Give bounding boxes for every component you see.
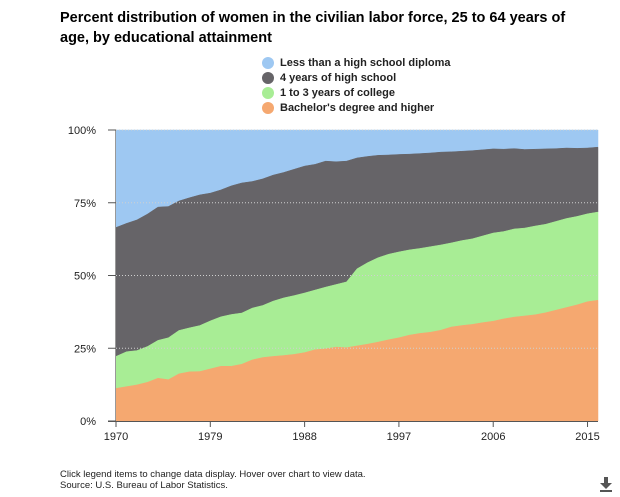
legend-item-less-than-high-school[interactable]: Less than a high school diploma [262,55,451,70]
x-tick-label-1988: 1988 [292,431,316,443]
legend-label-some-college: 1 to 3 years of college [280,86,395,99]
legend-label-less-than-high-school: Less than a high school diploma [280,56,451,69]
download-arrow-icon[interactable] [598,476,614,492]
x-tick-label-1979: 1979 [198,431,222,443]
y-tick-label-50: 50% [74,271,96,283]
legend-swatch-high-school [262,71,274,84]
x-tick-label-2015: 2015 [575,431,599,443]
y-tick-label-0: 0% [80,416,96,428]
chart-source-text: Source: U.S. Bureau of Labor Statistics. [60,480,228,491]
y-tick-label-25: 25% [74,343,96,355]
x-tick-label-1970: 1970 [104,431,128,443]
x-tick-label-1997: 1997 [387,431,411,443]
legend-swatch-less-than-high-school [262,56,274,69]
legend-label-high-school: 4 years of high school [280,71,397,84]
chart-footer: Click legend items to change data displa… [60,469,366,491]
legend-swatch-bachelors [262,101,274,114]
legend-swatch-some-college [262,86,274,99]
legend-item-high-school[interactable]: 4 years of high school [262,70,451,85]
y-tick-label-75: 75% [74,198,96,210]
x-tick-label-2006: 2006 [481,431,505,443]
chart-legend: Less than a high school diploma 4 years … [262,55,451,115]
chart-title: Percent distribution of women in the civ… [60,10,566,46]
legend-item-bachelors[interactable]: Bachelor's degree and higher [262,100,451,115]
legend-item-some-college[interactable]: 1 to 3 years of college [262,85,451,100]
chart-hint-text: Click legend items to change data displa… [60,469,366,480]
legend-label-bachelors: Bachelor's degree and higher [280,101,435,114]
y-tick-label-100: 100% [68,125,96,137]
